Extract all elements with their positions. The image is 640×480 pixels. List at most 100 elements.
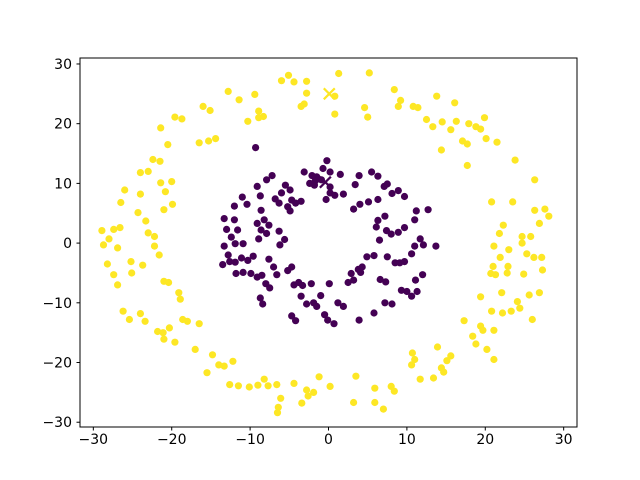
- scatter-point-outer-ring-cluster: [191, 345, 199, 353]
- scatter-point-inner-ring-cluster: [323, 157, 331, 165]
- scatter-point-inner-ring-cluster: [292, 199, 300, 207]
- scatter-point-inner-ring-cluster: [266, 284, 274, 292]
- scatter-point-inner-ring-cluster: [383, 253, 391, 261]
- scatter-point-inner-ring-cluster: [397, 286, 405, 294]
- scatter-point-inner-ring-cluster: [252, 144, 260, 152]
- scatter-point-inner-ring-cluster: [288, 312, 296, 320]
- scatter-point-outer-ring-cluster: [206, 106, 214, 115]
- scatter-point-outer-ring-cluster: [303, 89, 311, 97]
- scatter-point-inner-ring-cluster: [265, 255, 273, 263]
- scatter-point-inner-ring-cluster: [411, 276, 420, 284]
- scatter-point-outer-ring-cluster: [495, 229, 503, 238]
- scatter-point-outer-ring-cluster: [99, 241, 108, 249]
- scatter-point-outer-ring-cluster: [465, 120, 473, 128]
- scatter-point-outer-ring-cluster: [496, 253, 504, 261]
- scatter-point-inner-ring-cluster: [277, 189, 286, 197]
- scatter-point-outer-ring-cluster: [303, 77, 311, 85]
- scatter-point-inner-ring-cluster: [253, 219, 261, 227]
- scatter-point-inner-ring-cluster: [239, 268, 247, 276]
- scatter-point-outer-ring-cluster: [331, 110, 339, 118]
- scatter-point-outer-ring-cluster: [136, 190, 144, 198]
- scatter-point-inner-ring-cluster: [255, 235, 263, 243]
- scatter-point-outer-ring-cluster: [499, 221, 507, 229]
- scatter-point-inner-ring-cluster: [284, 267, 292, 275]
- scatter-point-inner-ring-cluster: [281, 235, 289, 244]
- scatter-point-outer-ring-cluster: [150, 242, 159, 250]
- scatter-point-inner-ring-cluster: [223, 225, 231, 233]
- scatter-point-outer-ring-cluster: [156, 157, 164, 165]
- scatter-point-outer-ring-cluster: [235, 96, 243, 104]
- scatter-point-outer-ring-cluster: [165, 278, 173, 287]
- scatter-point-inner-ring-cluster: [400, 224, 409, 232]
- scatter-point-inner-ring-cluster: [270, 263, 278, 271]
- scatter-point-outer-ring-cluster: [260, 375, 268, 383]
- scatter-point-inner-ring-cluster: [265, 221, 273, 229]
- scatter-point-outer-ring-cluster: [144, 229, 152, 237]
- scatter-point-inner-ring-cluster: [317, 292, 325, 300]
- scatter-point-inner-ring-cluster: [331, 191, 339, 199]
- scatter-point-inner-ring-cluster: [355, 316, 363, 324]
- scatter-point-inner-ring-cluster: [424, 206, 432, 214]
- scatter-point-outer-ring-cluster: [416, 375, 424, 383]
- scatter-point-outer-ring-cluster: [509, 198, 517, 206]
- scatter-point-outer-ring-cluster: [127, 258, 135, 266]
- scatter-point-outer-ring-cluster: [482, 135, 490, 143]
- scatter-point-inner-ring-cluster: [370, 309, 378, 317]
- scatter-point-outer-ring-cluster: [397, 96, 405, 104]
- scatter-point-outer-ring-cluster: [142, 217, 150, 225]
- scatter-point-inner-ring-cluster: [419, 241, 427, 249]
- scatter-point-inner-ring-cluster: [355, 172, 363, 180]
- scatter-point-outer-ring-cluster: [315, 373, 323, 381]
- scatter-point-outer-ring-cluster: [390, 387, 398, 395]
- cluster-centers: [319, 87, 336, 189]
- scatter-point-inner-ring-cluster: [230, 202, 238, 210]
- scatter-point-inner-ring-cluster: [306, 179, 314, 187]
- scatter-point-inner-ring-cluster: [400, 192, 409, 201]
- scatter-point-inner-ring-cluster: [322, 195, 330, 204]
- scatter-point-inner-ring-cluster: [257, 226, 265, 234]
- scatter-point-inner-ring-cluster: [326, 168, 334, 176]
- scatter-point-outer-ring-cluster: [538, 266, 547, 274]
- scatter-point-outer-ring-cluster: [165, 324, 173, 332]
- x-tick-label: −10: [235, 432, 265, 448]
- scatter-point-outer-ring-cluster: [277, 77, 286, 85]
- scatter-point-inner-ring-cluster: [232, 269, 240, 278]
- scatter-point-inner-ring-cluster: [237, 254, 246, 262]
- scatter-point-inner-ring-cluster: [347, 269, 355, 278]
- scatter-point-inner-ring-cluster: [299, 281, 307, 290]
- scatter-point-outer-ring-cluster: [527, 232, 535, 241]
- scatter-point-inner-ring-cluster: [231, 240, 239, 248]
- scatter-point-outer-ring-cluster: [352, 372, 360, 380]
- scatter-point-inner-ring-cluster: [281, 181, 289, 189]
- scatter-point-outer-ring-cluster: [472, 340, 480, 348]
- scatter-point-inner-ring-cluster: [419, 271, 427, 279]
- scatter-point-outer-ring-cluster: [326, 382, 334, 390]
- x-tick-label: −30: [79, 432, 109, 448]
- scatter-point-outer-ring-cluster: [157, 124, 165, 132]
- scatter-point-inner-ring-cluster: [334, 299, 342, 307]
- scatter-point-inner-ring-cluster: [275, 227, 283, 235]
- scatter-point-inner-ring-cluster: [412, 207, 420, 215]
- x-tick-label: 20: [476, 432, 494, 448]
- scatter-point-outer-ring-cluster: [503, 269, 511, 277]
- x-axis: −30 −20 −10 0 10 20 30: [79, 427, 573, 448]
- scatter-point-inner-ring-cluster: [258, 271, 266, 279]
- scatter-point-outer-ring-cluster: [447, 126, 455, 134]
- scatter-point-outer-ring-cluster: [452, 117, 460, 125]
- scatter-point-inner-ring-cluster: [381, 299, 389, 307]
- y-tick-label: 30: [54, 57, 72, 73]
- scatter-point-outer-ring-cluster: [277, 394, 285, 402]
- x-tick-label: 10: [398, 432, 416, 448]
- scatter-point-outer-ring-cluster: [379, 405, 387, 413]
- scatter-point-outer-ring-cluster: [535, 289, 544, 297]
- scatter-point-outer-ring-cluster: [224, 87, 232, 95]
- scatter-point-inner-ring-cluster: [230, 216, 238, 224]
- scatter-point-outer-ring-cluster: [245, 383, 253, 391]
- scatter-point-inner-ring-cluster: [244, 256, 252, 264]
- scatter-point-outer-ring-cluster: [516, 304, 524, 312]
- scatter-point-outer-ring-cluster: [274, 403, 282, 411]
- scatter-point-inner-ring-cluster: [247, 269, 255, 278]
- scatter-point-inner-ring-cluster: [219, 261, 227, 269]
- scatter-point-inner-ring-cluster: [300, 168, 308, 176]
- scatter-point-inner-ring-cluster: [374, 216, 382, 224]
